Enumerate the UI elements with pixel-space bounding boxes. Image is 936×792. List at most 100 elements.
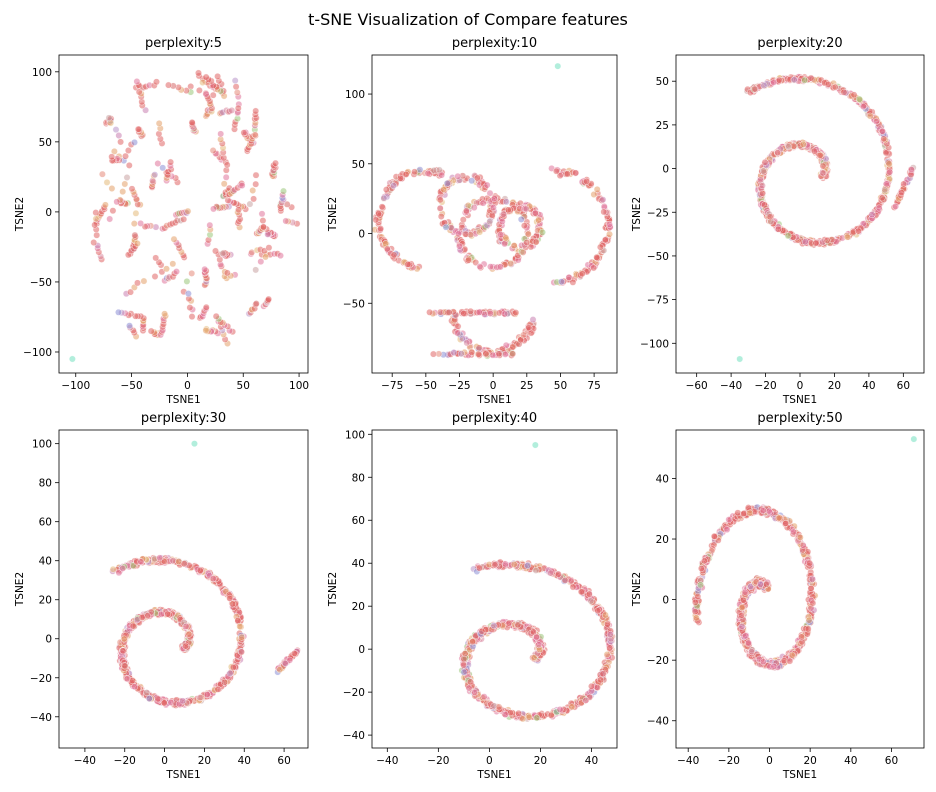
- scatter-point: [105, 114, 113, 122]
- scatter-point: [131, 683, 139, 691]
- scatter-point: [775, 225, 782, 233]
- scatter-point: [135, 88, 143, 96]
- scatter-point: [520, 331, 527, 339]
- scatter-point: [440, 185, 448, 193]
- scatter-point: [585, 590, 593, 598]
- scatter-point: [824, 81, 832, 88]
- scatter-point: [770, 78, 778, 86]
- scatter-point: [445, 308, 453, 316]
- scatter-point: [535, 641, 543, 649]
- outlier-point: [68, 355, 76, 363]
- x-tick-label: −60: [686, 380, 708, 392]
- scatter-point: [760, 167, 767, 175]
- scatter-point: [383, 245, 391, 253]
- scatter-point: [280, 187, 287, 195]
- scatter-point: [119, 565, 127, 572]
- scatter-point: [164, 610, 172, 618]
- scatter-point: [751, 85, 759, 93]
- scatter-point: [450, 349, 458, 356]
- scatter-point: [117, 138, 125, 146]
- scatter-point: [462, 230, 469, 238]
- scatter-point: [196, 694, 204, 701]
- scatter-point: [184, 290, 192, 297]
- scatter-point: [201, 265, 209, 273]
- y-axis-label: TSNE2: [631, 197, 643, 232]
- scatter-point: [180, 215, 188, 223]
- scatter-point: [142, 106, 150, 114]
- scatter-point: [475, 344, 483, 352]
- scatter-point: [375, 210, 382, 218]
- y-tick-label: 20: [352, 601, 365, 613]
- scatter-point: [411, 168, 418, 176]
- x-axis-label: TSNE1: [165, 394, 200, 406]
- scatter-point: [882, 149, 890, 157]
- scatter-point: [504, 206, 512, 214]
- scatter-point: [145, 695, 153, 702]
- scatter-point: [134, 279, 141, 287]
- axes-frame: [371, 429, 618, 749]
- scatter-point: [131, 231, 139, 239]
- scatter-point: [823, 236, 831, 244]
- scatter-point: [460, 661, 467, 669]
- scatter-point: [133, 240, 141, 247]
- scatter-point: [202, 90, 210, 98]
- scatter-point: [119, 188, 127, 196]
- scatter-point: [121, 180, 129, 188]
- scatter-point: [454, 322, 462, 330]
- scatter-point: [282, 217, 290, 225]
- scatter-point: [426, 308, 433, 316]
- scatter-point: [490, 195, 498, 203]
- scatter-point: [588, 682, 595, 690]
- scatter-point: [134, 125, 142, 133]
- y-tick-label: 0: [358, 229, 365, 241]
- scatter-point: [380, 194, 388, 202]
- outlier-point: [191, 440, 198, 448]
- scatter-point: [258, 210, 266, 218]
- scatter-point: [501, 310, 509, 318]
- scatter-point: [93, 231, 101, 239]
- subplot-title: perplexity:10: [452, 36, 537, 51]
- scatter-point: [489, 351, 497, 359]
- scatter-point: [138, 614, 146, 621]
- subplot-title: perplexity:50: [757, 411, 842, 426]
- scatter-point: [880, 135, 888, 143]
- scatter-point: [801, 238, 809, 246]
- scatter-point: [460, 668, 468, 676]
- scatter-point: [221, 678, 228, 686]
- scatter-point: [130, 220, 138, 228]
- scatter-point: [390, 251, 398, 259]
- y-tick-label: 100: [345, 429, 365, 441]
- scatter-point: [850, 91, 858, 99]
- scatter-point: [108, 153, 116, 161]
- subplot-1: perplexity:5−100 −50 0 50 100−100−50050100TS…: [14, 36, 309, 406]
- scatter-point: [223, 161, 231, 169]
- scatter-point: [868, 211, 876, 219]
- scatter-point: [501, 350, 509, 358]
- scatter-point: [377, 225, 384, 233]
- y-tick-label: 50: [656, 76, 669, 88]
- scatter-point: [92, 215, 100, 223]
- scatter-point: [487, 263, 494, 271]
- scatter-point: [530, 628, 537, 636]
- scatter-point: [108, 185, 116, 192]
- scatter-point: [442, 223, 450, 231]
- scatter-point: [182, 622, 190, 630]
- scatter-point: [252, 171, 260, 179]
- scatter-point: [774, 149, 782, 157]
- scatter-point: [246, 200, 254, 208]
- scatter-point: [599, 196, 607, 204]
- scatter-point: [881, 186, 889, 194]
- scatter-point: [131, 138, 138, 146]
- scatter-point: [438, 171, 445, 179]
- scatter-point: [173, 268, 180, 275]
- scatter-point: [501, 711, 509, 718]
- scatter-point: [476, 228, 484, 236]
- scatter-point: [807, 74, 815, 82]
- scatter-point: [378, 203, 386, 211]
- y-tick-label: −50: [343, 298, 365, 310]
- x-tick-label: 25: [520, 380, 533, 392]
- scatter-point: [501, 240, 508, 248]
- scatter-point: [527, 329, 535, 337]
- scatter-point: [500, 210, 507, 218]
- scatter-point: [277, 252, 284, 260]
